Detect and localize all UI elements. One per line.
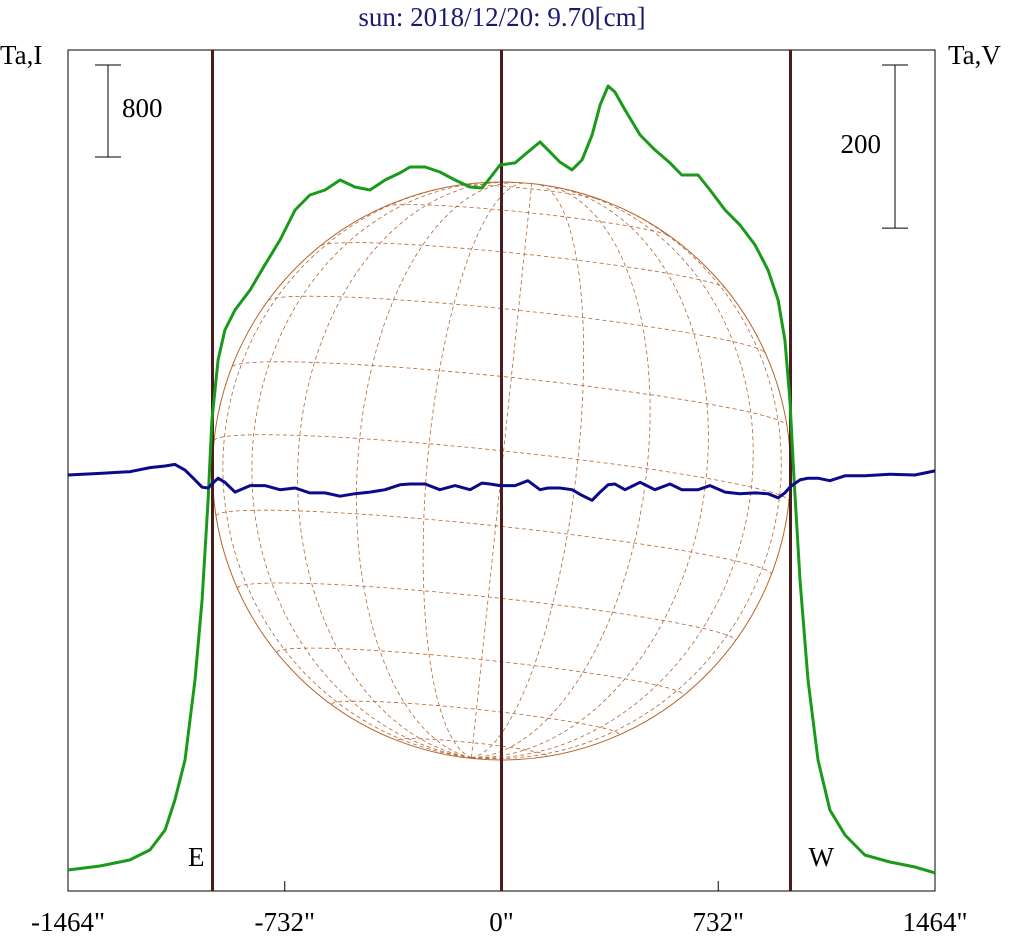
y2-axis-label: Ta,V — [948, 40, 1001, 70]
latitude-line — [215, 509, 772, 575]
longitude-line — [422, 182, 524, 759]
scale-bar-label: 200 — [841, 129, 882, 159]
limb-label: E — [188, 842, 205, 872]
latitude-line — [320, 242, 726, 289]
longitude-line — [471, 183, 533, 758]
latitude-line — [231, 361, 787, 426]
y-axis-label: Ta,I — [0, 40, 42, 70]
latitude-line — [237, 582, 736, 641]
longitude-line — [251, 181, 493, 759]
longitude-line — [471, 205, 782, 760]
latitude-line — [459, 184, 602, 201]
scale-bar-label: 800 — [122, 93, 163, 123]
chart-title: sun: 2018/12/20: 9.70[cm] — [358, 2, 645, 32]
limb-label: W — [809, 842, 835, 872]
longitude-line — [471, 184, 584, 759]
x-tick-label: 1464" — [902, 907, 967, 937]
longitude-line — [356, 182, 517, 759]
x-tick-label: -732" — [254, 907, 315, 937]
longitude-line — [471, 186, 709, 759]
x-tick-label: -1464" — [31, 907, 105, 937]
latitude-line — [267, 295, 766, 354]
x-tick-label: 0" — [489, 907, 514, 937]
longitude-line — [222, 187, 472, 759]
latitude-line — [331, 700, 620, 735]
longitude-line — [471, 185, 651, 759]
series-line — [67, 462, 936, 502]
longitude-line — [297, 181, 511, 759]
series-line — [67, 84, 936, 875]
longitude-line — [471, 189, 754, 759]
x-tick-label: 732" — [692, 907, 744, 937]
